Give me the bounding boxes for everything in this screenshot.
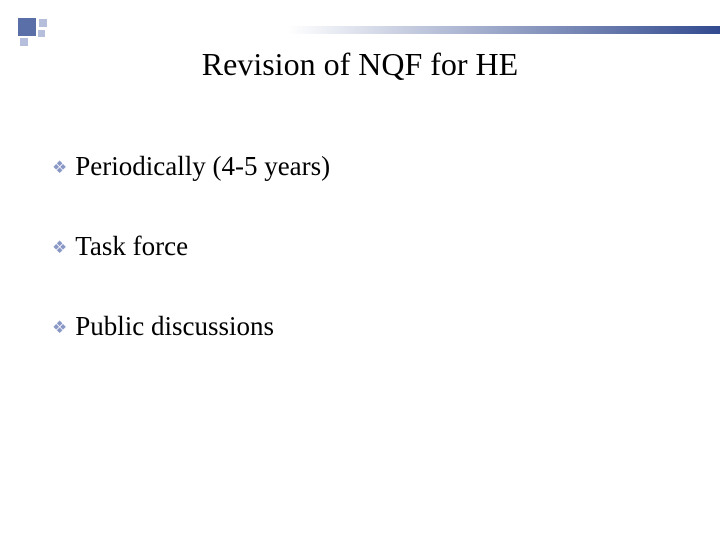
- slide-body: ❖ Periodically (4-5 years) ❖ Task force …: [52, 150, 680, 389]
- list-item: ❖ Public discussions: [52, 310, 680, 344]
- list-item: ❖ Periodically (4-5 years): [52, 150, 680, 184]
- diamond-bullet-icon: ❖: [52, 237, 67, 258]
- decor-square-small: [39, 19, 47, 27]
- header-gradient-bar: [55, 26, 720, 34]
- list-item-text: Public discussions: [75, 310, 274, 344]
- slide: Revision of NQF for HE ❖ Periodically (4…: [0, 0, 720, 540]
- list-item: ❖ Task force: [52, 230, 680, 264]
- diamond-bullet-icon: ❖: [52, 157, 67, 178]
- decor-square-large: [18, 18, 36, 36]
- decor-square-small: [38, 30, 45, 37]
- list-item-text: Periodically (4-5 years): [75, 150, 330, 184]
- slide-title: Revision of NQF for HE: [0, 46, 720, 83]
- decor-square-small: [20, 38, 28, 46]
- list-item-text: Task force: [75, 230, 188, 264]
- diamond-bullet-icon: ❖: [52, 317, 67, 338]
